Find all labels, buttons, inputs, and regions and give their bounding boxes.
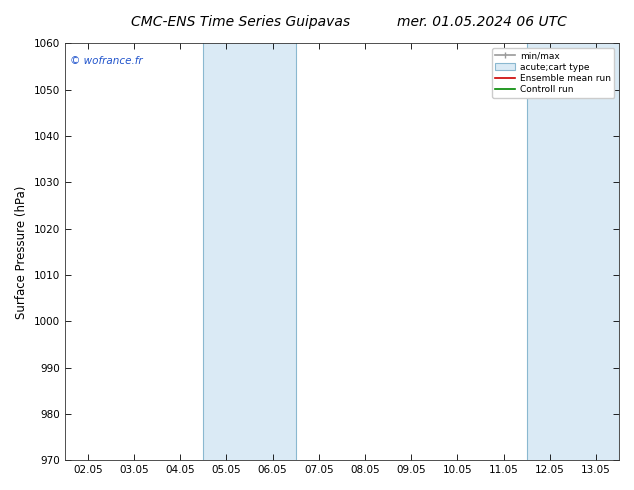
Legend: min/max, acute;cart type, Ensemble mean run, Controll run: min/max, acute;cart type, Ensemble mean … (492, 48, 614, 98)
Text: © wofrance.fr: © wofrance.fr (70, 56, 143, 66)
Bar (527, 44, 619, 460)
Y-axis label: Surface Pressure (hPa): Surface Pressure (hPa) (15, 185, 28, 318)
Text: mer. 01.05.2024 06 UTC: mer. 01.05.2024 06 UTC (397, 15, 567, 29)
Bar (204, 44, 295, 460)
Text: CMC-ENS Time Series Guipavas: CMC-ENS Time Series Guipavas (131, 15, 351, 29)
